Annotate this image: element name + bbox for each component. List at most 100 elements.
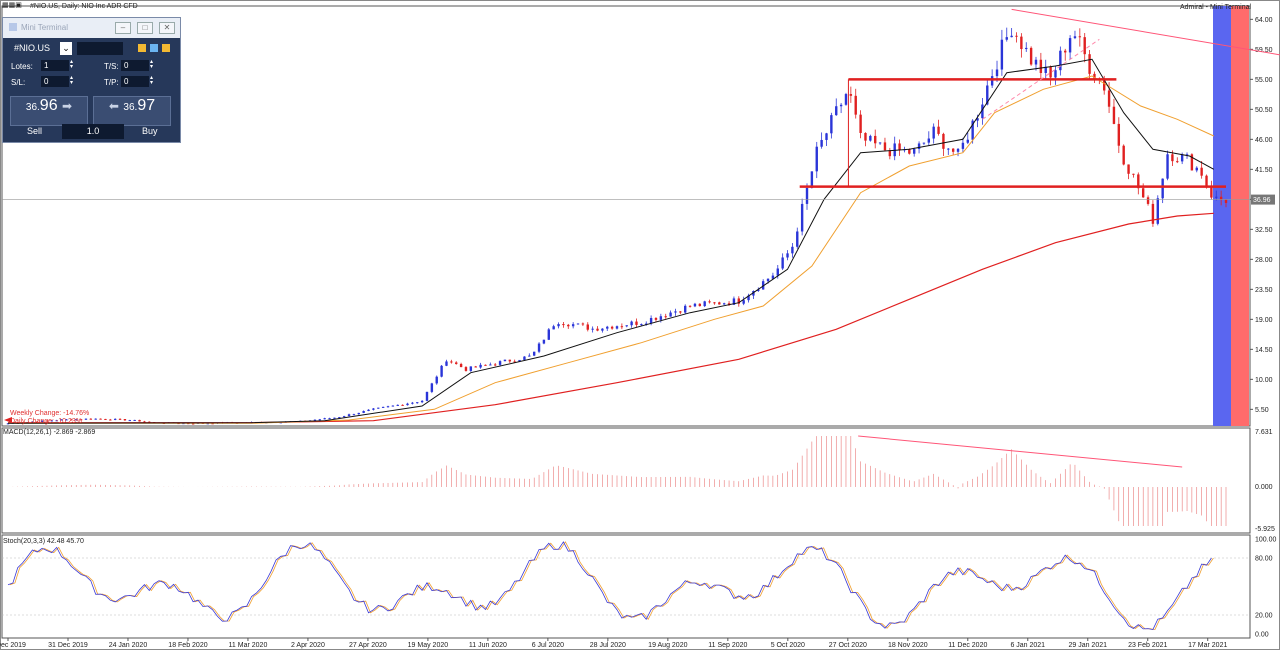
close-button[interactable]: ✕ xyxy=(159,22,175,34)
sl-input[interactable]: 0 xyxy=(41,76,69,87)
candle-body xyxy=(1039,59,1043,73)
candle-body xyxy=(123,419,127,421)
x-tick-label: 17 Mar 2021 xyxy=(1188,642,1227,649)
candle-body xyxy=(445,361,448,366)
minimize-button[interactable]: – xyxy=(115,22,131,34)
candle-body xyxy=(922,142,926,144)
candle-body xyxy=(523,356,526,360)
volume-input[interactable]: 1.0 xyxy=(62,124,124,139)
x-tick-label: 24 Jan 2020 xyxy=(109,642,148,649)
mini-terminal[interactable]: Mini Terminal – □ ✕ #NIO.US ⌄ Lotes: 1 S… xyxy=(2,17,181,143)
price-pane xyxy=(1,5,1251,427)
maximize-button[interactable]: □ xyxy=(137,22,153,34)
candle-body xyxy=(1219,196,1223,200)
candle-body xyxy=(498,361,502,365)
candle-body xyxy=(1117,123,1121,146)
candle-body xyxy=(620,326,624,328)
candle-body xyxy=(805,187,809,204)
mini-terminal-titlebar[interactable]: Mini Terminal – □ ✕ xyxy=(3,18,180,38)
x-tick-label: 6 Dec 2019 xyxy=(0,642,26,649)
price-tick-label: 50.50 xyxy=(1255,107,1273,114)
candle-body xyxy=(757,289,760,292)
candle-body xyxy=(1078,36,1082,38)
candle-body xyxy=(800,203,804,232)
lots-input[interactable]: 1 xyxy=(41,60,69,71)
sl-stepper[interactable]: ▴ ▾ xyxy=(70,75,74,86)
candle-body xyxy=(1195,167,1198,171)
candle-body xyxy=(966,139,969,143)
candle-body xyxy=(874,135,877,144)
candle-body xyxy=(513,361,516,363)
lots-stepper[interactable]: ▴ ▾ xyxy=(70,59,74,70)
weekly-arrow-icon xyxy=(4,417,12,423)
candle-body xyxy=(776,268,779,276)
sell-price-button[interactable]: 36.96 ➡ xyxy=(10,96,88,126)
candle-body xyxy=(1166,154,1169,179)
candle-body xyxy=(109,419,112,421)
ma-slow-line xyxy=(8,212,1214,424)
ts-input[interactable]: 0 xyxy=(121,60,149,71)
lots-label: Lotes: xyxy=(11,62,33,71)
candle-body xyxy=(489,364,492,366)
sell-price-big: 96 xyxy=(39,97,58,114)
tp-label: T/P: xyxy=(104,78,119,87)
price-tick-label: 19.00 xyxy=(1255,317,1273,324)
ema-mid-line xyxy=(8,75,1215,424)
ts-stepper[interactable]: ▴ ▾ xyxy=(150,59,154,70)
chevron-down-icon[interactable]: ⌄ xyxy=(60,42,72,55)
x-tick-label: 6 Jul 2020 xyxy=(532,642,564,649)
candle-body xyxy=(508,359,512,362)
candle-body xyxy=(883,142,887,151)
lock-icon[interactable] xyxy=(162,44,170,52)
candle-body xyxy=(898,143,901,151)
buy-price-button[interactable]: ⬅ 36.97 xyxy=(93,96,171,126)
candle-body xyxy=(1224,199,1228,203)
candle-body xyxy=(547,329,550,340)
weekly-change: Weekly Change: -14.76% xyxy=(10,410,90,417)
candle-body xyxy=(406,403,409,406)
candle-body xyxy=(191,423,195,425)
candle-body xyxy=(635,321,638,325)
candle-body xyxy=(610,326,614,329)
tp-input[interactable]: 0 xyxy=(121,76,149,87)
candle-body xyxy=(138,419,141,422)
settings-icon[interactable] xyxy=(138,44,146,52)
tp-stepper[interactable]: ▴ ▾ xyxy=(150,75,154,86)
candle-body xyxy=(981,104,984,119)
price-tick-label: 59.50 xyxy=(1255,47,1273,54)
candle-body xyxy=(820,139,823,147)
candle-body xyxy=(766,278,770,282)
candle-body xyxy=(645,323,648,325)
candle-body xyxy=(606,326,609,329)
candle-body xyxy=(1185,154,1189,156)
candle-body xyxy=(420,400,424,403)
macd-divergence-line xyxy=(858,435,1183,468)
price-tick-label: 46.00 xyxy=(1255,137,1273,144)
stoch-axis-label: 20.00 xyxy=(1255,613,1273,620)
buy-button[interactable]: Buy xyxy=(142,126,158,136)
candle-body xyxy=(927,138,931,143)
candle-body xyxy=(718,302,721,305)
candle-body xyxy=(932,126,935,139)
candle-body xyxy=(791,246,794,254)
candle-body xyxy=(459,363,463,368)
stoch-axis-label: 100.00 xyxy=(1255,537,1277,544)
candle-body xyxy=(503,359,507,362)
candle-body xyxy=(143,421,146,423)
symbol-select[interactable]: #NIO.US xyxy=(11,42,61,55)
candle-body xyxy=(1141,188,1145,198)
buy-price-big: 97 xyxy=(137,97,156,114)
candle-body xyxy=(99,418,102,420)
candle-body xyxy=(440,365,443,377)
candle-body xyxy=(684,305,687,313)
candle-body xyxy=(518,359,521,362)
candle-body xyxy=(1059,50,1062,71)
info-icon[interactable] xyxy=(150,44,158,52)
x-tick-label: 6 Jan 2021 xyxy=(1010,642,1045,649)
candle-body xyxy=(864,132,867,141)
candle-body xyxy=(113,418,117,420)
sell-button[interactable]: Sell xyxy=(27,126,43,136)
x-tick-label: 31 Dec 2019 xyxy=(48,642,88,649)
candle-body xyxy=(474,366,477,368)
